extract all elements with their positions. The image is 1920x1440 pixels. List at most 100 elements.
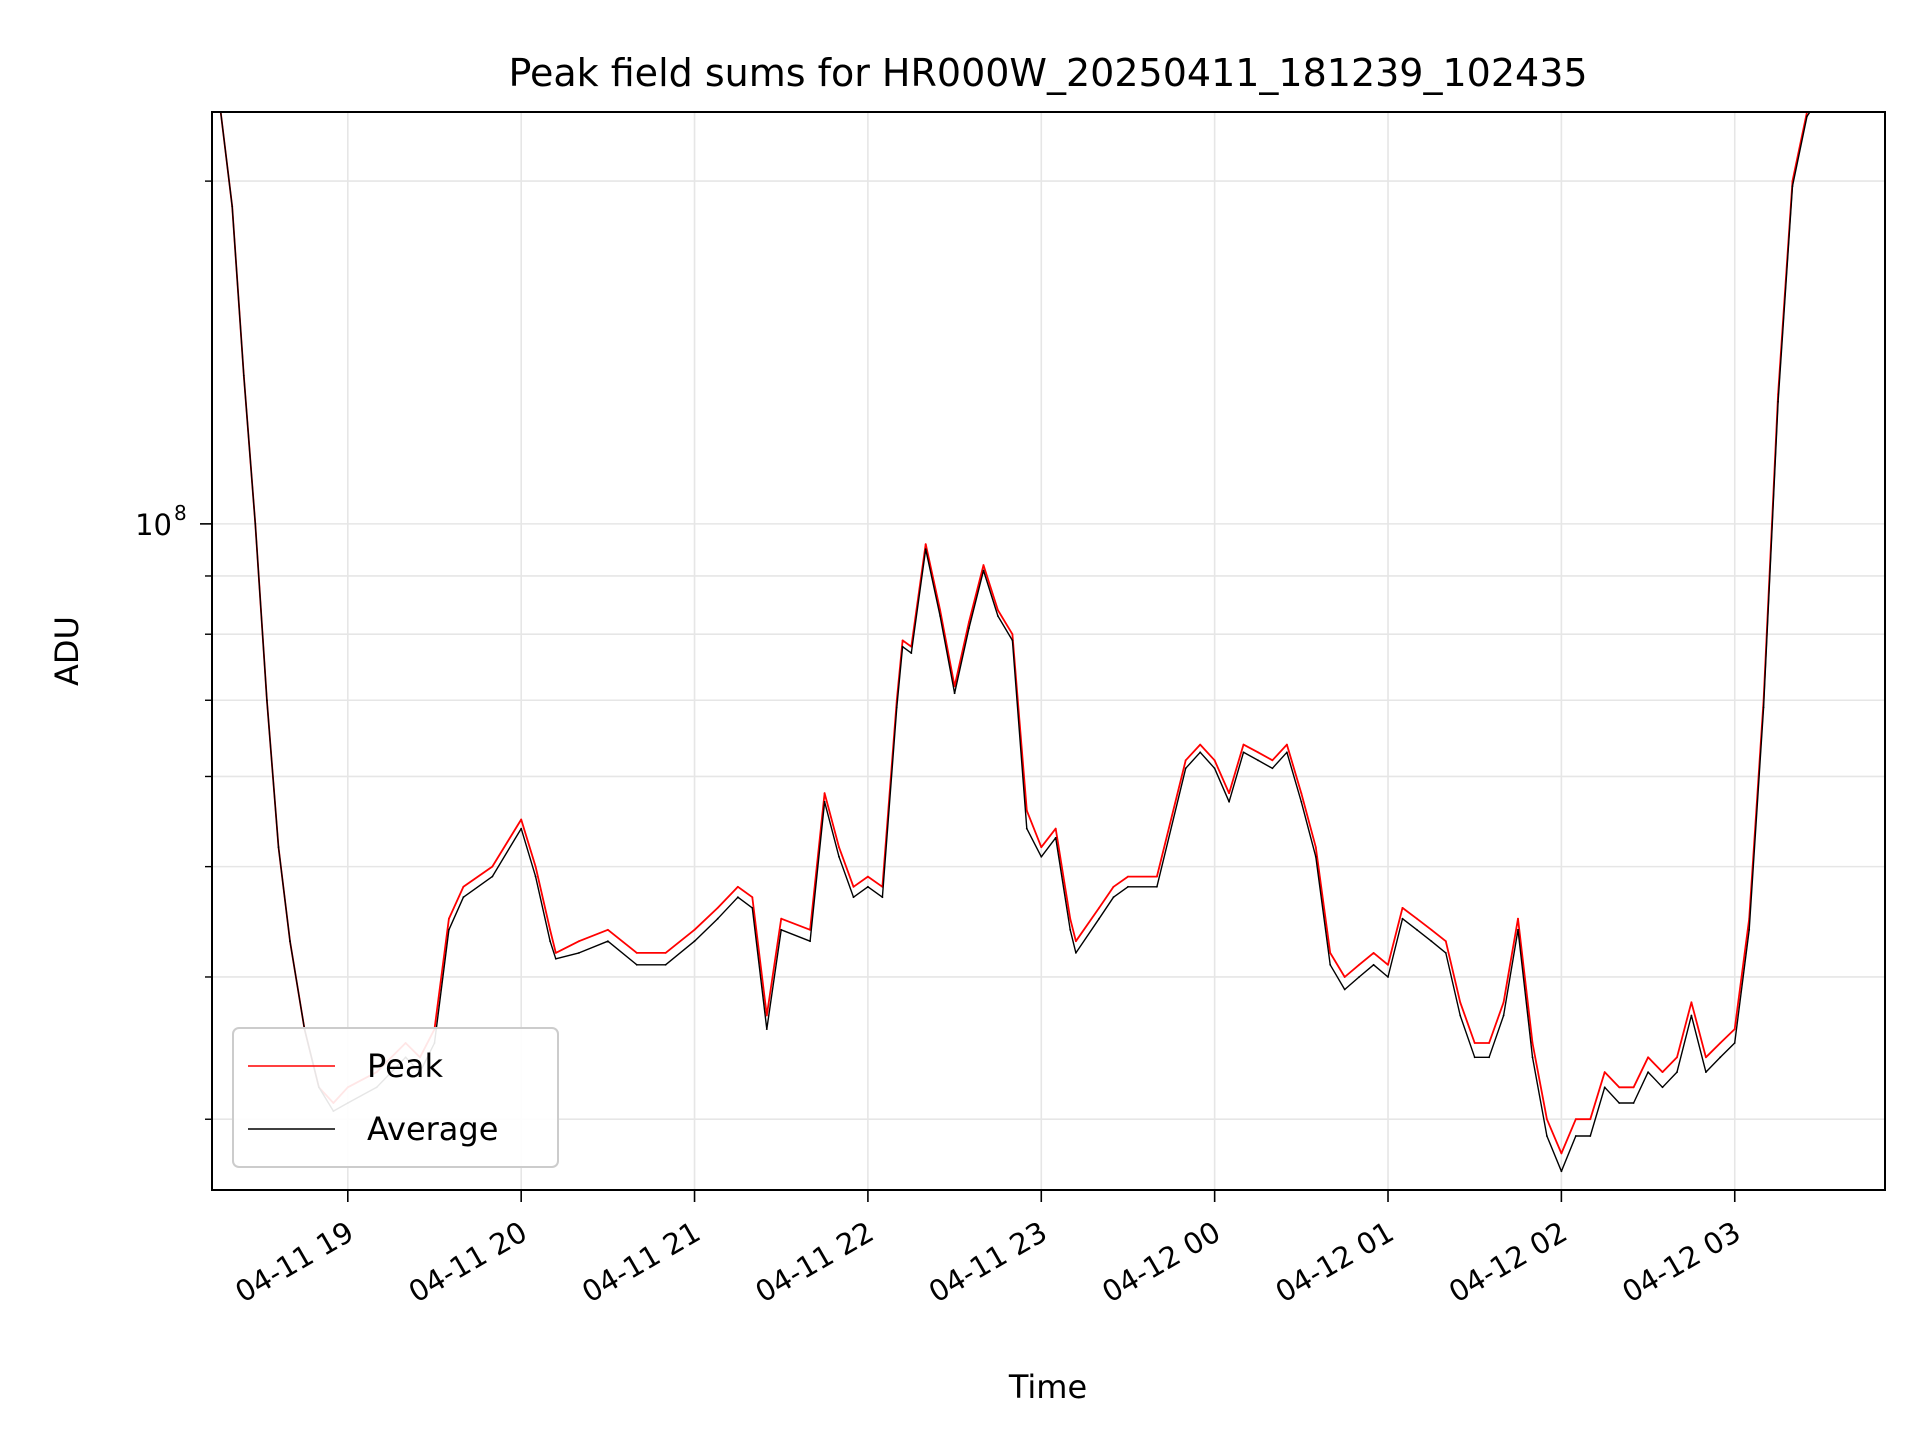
- data-point-average: [1242, 751, 1245, 754]
- data-point-average: [1286, 751, 1288, 754]
- data-point-average: [1387, 976, 1389, 978]
- data-point-average: [1069, 928, 1072, 931]
- data-point-peak: [924, 543, 927, 545]
- data-point-peak: [462, 885, 465, 888]
- data-point-average: [1676, 1071, 1678, 1073]
- data-point-peak: [448, 917, 450, 920]
- data-point-average: [953, 692, 956, 695]
- data-point-peak: [635, 952, 638, 954]
- data-point-average: [1806, 115, 1808, 118]
- data-point-average: [1473, 1056, 1476, 1059]
- data-point-average: [1430, 940, 1433, 943]
- data-point-peak: [1661, 1071, 1664, 1073]
- data-point-peak: [1184, 759, 1187, 762]
- data-point-average: [1228, 800, 1230, 803]
- data-point-peak: [1719, 1042, 1722, 1044]
- data-point-average: [765, 1028, 768, 1030]
- data-point-peak: [1040, 846, 1043, 849]
- data-point-average: [1661, 1086, 1664, 1089]
- data-point-peak: [1011, 633, 1014, 636]
- data-point-peak: [1531, 1042, 1534, 1044]
- data-point-peak: [1676, 1056, 1678, 1059]
- data-point-peak: [838, 846, 840, 849]
- data-point-peak: [997, 609, 999, 611]
- data-point-average: [1733, 1042, 1736, 1044]
- x-axis-label: Time: [1008, 1368, 1087, 1406]
- data-point-average: [1213, 767, 1216, 770]
- data-point-peak: [1416, 917, 1418, 920]
- legend-label-average: Average: [367, 1110, 498, 1148]
- data-point-peak: [1372, 952, 1375, 954]
- data-point-average: [1372, 963, 1375, 966]
- axis-ticks: [200, 180, 1736, 1202]
- data-point-average: [1075, 952, 1077, 954]
- data-point-peak: [1459, 1001, 1462, 1004]
- data-point-peak: [1546, 1118, 1548, 1121]
- data-point-average: [266, 699, 268, 702]
- data-point-average: [693, 940, 696, 943]
- data-point-average: [1054, 836, 1057, 839]
- data-point-average: [737, 896, 739, 899]
- data-point-peak: [1286, 743, 1288, 746]
- data-point-peak: [1343, 976, 1346, 978]
- data-point-average: [910, 652, 913, 654]
- data-point-average: [1184, 767, 1187, 770]
- data-point-peak: [1430, 928, 1433, 931]
- data-point-average: [838, 855, 840, 858]
- data-point-peak: [1242, 743, 1245, 746]
- data-point-peak: [1300, 792, 1303, 795]
- data-point-peak: [1156, 875, 1158, 878]
- data-point-average: [1502, 1014, 1505, 1017]
- data-point-peak: [1733, 1028, 1736, 1030]
- data-point-average: [1705, 1071, 1707, 1073]
- data-point-peak: [1647, 1056, 1649, 1059]
- data-point-peak: [1069, 917, 1072, 920]
- data-point-average: [607, 940, 609, 943]
- data-point-average: [1257, 759, 1259, 762]
- data-point-peak: [520, 818, 523, 821]
- data-point-peak: [716, 907, 719, 909]
- data-point-average: [1777, 400, 1779, 403]
- data-point-average: [1127, 885, 1129, 888]
- data-point-average: [1416, 928, 1418, 931]
- data-point-average: [1647, 1071, 1649, 1073]
- data-point-average: [1271, 767, 1274, 770]
- data-point-peak: [578, 940, 580, 943]
- data-point-peak: [1329, 952, 1332, 954]
- y-tick-labels: 10 8: [135, 501, 187, 542]
- data-point-average: [534, 875, 537, 878]
- plot-frame: [211, 111, 1886, 1191]
- data-point-peak: [1473, 1042, 1476, 1044]
- data-point-average: [1574, 1135, 1577, 1137]
- data-point-average: [968, 627, 970, 629]
- data-point-peak: [1228, 792, 1230, 795]
- data-point-average: [1632, 1102, 1635, 1104]
- data-point-peak: [751, 896, 754, 899]
- chart-title: Peak field sums for HR000W_20250411_1812…: [508, 51, 1587, 95]
- data-point-average: [520, 827, 523, 830]
- data-point-average: [491, 875, 494, 878]
- data-point-average: [751, 907, 754, 909]
- data-point-peak: [534, 865, 537, 868]
- data-point-peak: [693, 928, 696, 931]
- data-point-average: [277, 846, 280, 849]
- data-point-average: [1343, 988, 1346, 991]
- data-point-peak: [852, 885, 855, 888]
- data-point-average: [780, 928, 783, 931]
- data-point-average: [1690, 1014, 1693, 1017]
- data-point-peak: [737, 885, 739, 888]
- data-point-peak: [1387, 963, 1389, 966]
- data-point-peak: [982, 564, 985, 566]
- data-point-peak: [1444, 940, 1447, 943]
- data-point-peak: [901, 639, 904, 642]
- legend-frame: [232, 1027, 559, 1168]
- data-point-average: [716, 917, 719, 920]
- data-point-average: [895, 706, 898, 709]
- series-group: [219, 112, 1811, 1173]
- data-point-peak: [1517, 917, 1519, 920]
- data-point-peak: [953, 685, 956, 688]
- data-point-average: [448, 928, 450, 931]
- data-point-average: [1156, 885, 1158, 888]
